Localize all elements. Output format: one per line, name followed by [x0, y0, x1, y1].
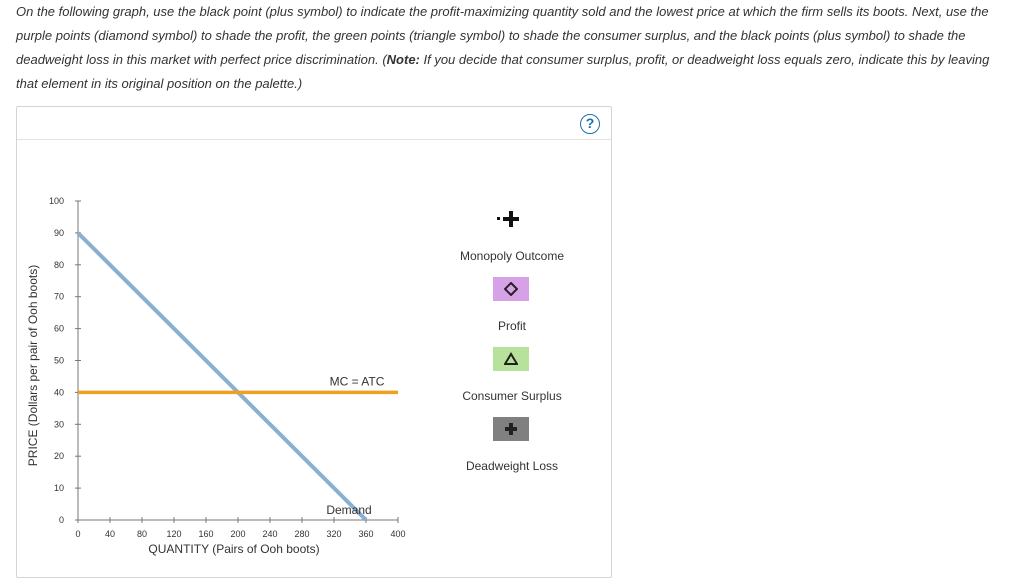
triangle-icon: [504, 352, 518, 365]
instructions-part1: On the following graph, use the black po…: [16, 4, 989, 67]
y-tick-label: 20: [54, 451, 64, 461]
profit-label: Profit: [497, 319, 526, 333]
help-icon: ?: [585, 115, 595, 131]
x-tick-label: 40: [105, 529, 115, 539]
y-tick-label: 40: [54, 387, 64, 397]
x-tick-label: 160: [198, 529, 213, 539]
x-tick-label: 0: [75, 529, 80, 539]
consumer-surplus-label-wrap: Consumer Surplus: [442, 387, 582, 405]
axis-ticks: 0 10 20 30 40 50 60 70 80 90 100 0 40 80 120 160 200 240 2…: [49, 196, 406, 539]
y-axis-label: PRICE (Dollars per pair of Ooh boots): [26, 265, 40, 466]
demand-curve: [76, 231, 368, 522]
mc-atc-label: MC = ATC: [330, 374, 385, 388]
consumer-surplus-tool[interactable]: [493, 347, 529, 371]
profit-tool[interactable]: [493, 277, 529, 301]
x-tick-label: 120: [166, 529, 181, 539]
y-tick-label: 50: [54, 356, 64, 366]
x-tick-label: 400: [390, 529, 405, 539]
x-tick-label: 240: [262, 529, 277, 539]
deadweight-loss-label: Deadweight Loss: [465, 459, 559, 473]
x-tick-label: 320: [326, 529, 341, 539]
y-tick-label: 100: [49, 196, 64, 206]
deadweight-loss-tool[interactable]: [493, 417, 529, 441]
panel-toolbar: ?: [17, 107, 611, 140]
monopoly-outcome-label: Monopoly Outcome: [459, 249, 565, 263]
x-tick-label: 200: [230, 529, 245, 539]
y-tick-label: 80: [54, 260, 64, 270]
profit-label-wrap: Profit: [442, 317, 582, 335]
deadweight-loss-label-wrap: Deadweight Loss: [442, 457, 582, 475]
x-tick-label: 80: [137, 529, 147, 539]
y-tick-label: 70: [54, 292, 64, 302]
x-axis-label: QUANTITY (Pairs of Ooh boots): [148, 542, 319, 556]
y-tick-label: 10: [54, 483, 64, 493]
price-quantity-chart[interactable]: 0 10 20 30 40 50 60 70 80 90 100 0 40 80 120 160 200 240 2…: [17, 107, 611, 577]
y-tick-label: 0: [59, 515, 64, 525]
monopoly-outcome-label-wrap: Monopoly Outcome: [442, 247, 582, 265]
chart-series: [76, 231, 398, 522]
diamond-icon: [504, 282, 518, 296]
x-tick-label: 360: [358, 529, 373, 539]
y-tick-label: 90: [54, 228, 64, 238]
black-plus-icon: [497, 211, 519, 227]
x-tick-label: 280: [294, 529, 309, 539]
instructions-text: On the following graph, use the black po…: [16, 0, 1006, 96]
instructions-part2: If you decide that consumer surplus, pro…: [16, 52, 990, 91]
y-tick-label: 60: [54, 324, 64, 334]
consumer-surplus-label: Consumer Surplus: [462, 389, 562, 403]
help-button[interactable]: ?: [580, 114, 600, 134]
plus-icon: [505, 423, 517, 435]
note-label: Note:: [386, 52, 420, 67]
demand-label: Demand: [326, 503, 371, 517]
monopoly-outcome-tool[interactable]: [494, 207, 530, 231]
graph-panel: ? 0 10 20 30 40 50 60 70 80 90 100 0 40 80 120 160 200 24…: [16, 106, 612, 578]
y-tick-label: 30: [54, 419, 64, 429]
